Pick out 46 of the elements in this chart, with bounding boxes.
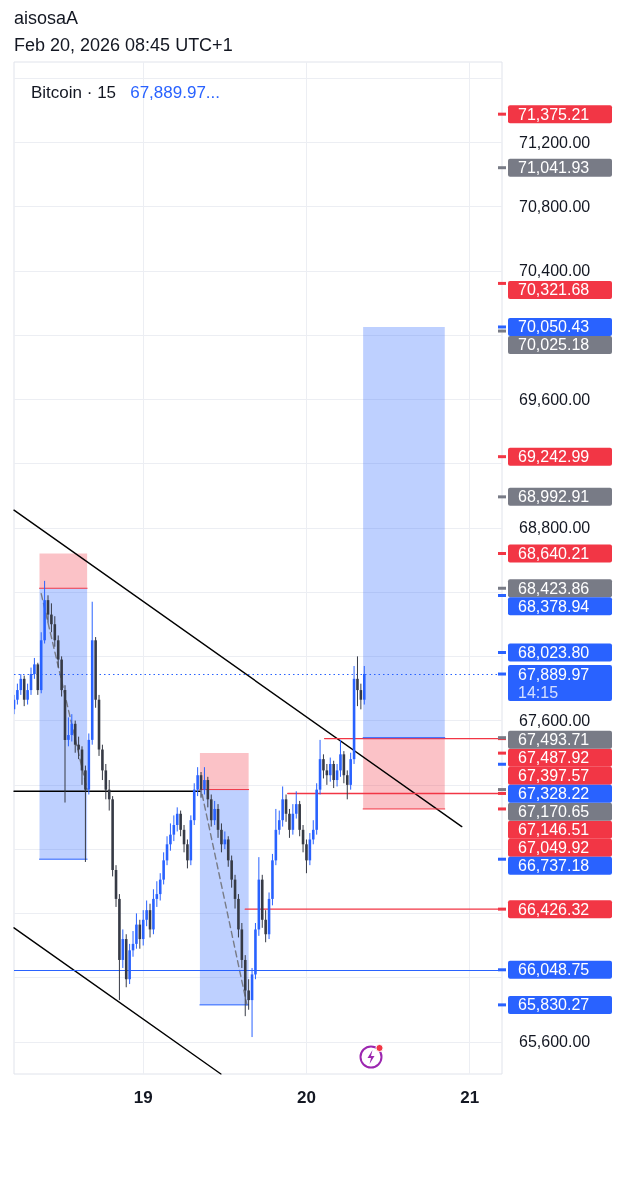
data-label: 67,487.92 [518,749,590,767]
text: aisosaA [14,7,79,30]
text: Feb 20, 2026 08:45 UTC+1 [14,34,233,57]
text: Bitcoin · 15 [31,83,131,102]
x-tick-label: 19 [133,1088,153,1107]
data-label: 66,737.18 [518,857,590,875]
data-label: 71,375.21 [518,105,590,123]
data-label: 65,830.27 [518,996,590,1014]
candlestick [356,655,359,707]
candlestick [209,794,213,828]
data-label: 70,321.68 [518,281,590,299]
y-tick-label: 69,600.00 [519,390,591,408]
data-label: 68,423.86 [518,579,590,597]
data-label: 68,023.80 [518,644,590,662]
data-label: 67,170.65 [518,803,590,821]
y-tick-label: 71,200.00 [519,133,591,151]
candlestick [67,716,70,747]
y-tick-label: 65,600.00 [519,1033,591,1051]
data-label: 67,889.97 [518,665,590,683]
candlestick [175,806,179,832]
data-label: 67,397.57 [518,767,590,785]
text: 14:15 [518,683,559,701]
data-label: 67,328.22 [518,785,590,803]
data-label: 71,041.93 [518,159,590,177]
data-label: 66,426.32 [518,900,590,918]
y-tick-label: 67,600.00 [519,712,591,730]
data-label: 68,640.21 [518,545,590,563]
x-tick-label: 20 [297,1088,316,1107]
y-tick-label: 68,800.00 [519,519,591,537]
data-label: 68,378.94 [518,597,590,615]
candlestick [328,757,332,783]
candlestick [203,766,206,795]
data-label: 67,146.51 [518,821,590,839]
y-tick-label: 70,800.00 [519,198,591,216]
data-label: 69,242.99 [518,448,590,466]
x-tick-label: 21 [460,1088,480,1107]
data-label: 67,493.71 [518,731,590,749]
data-label: 67,049.92 [518,839,590,857]
candlestick [332,760,335,789]
y-tick-label: 70,400.00 [519,262,591,280]
annotation: 67,889.97... [130,83,221,102]
data-label: 70,050.43 [518,318,590,336]
data-label: 68,992.91 [518,488,590,506]
candlestick [213,800,216,826]
data-label: 66,048.75 [518,961,590,979]
data-label: 70,025.18 [518,336,590,354]
